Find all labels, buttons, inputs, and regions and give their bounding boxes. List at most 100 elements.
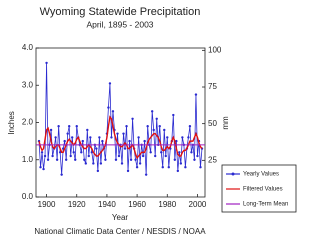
data-point	[172, 113, 175, 117]
data-point	[184, 166, 187, 169]
data-point	[72, 151, 75, 154]
y-axis-label: Inches	[7, 111, 16, 135]
data-point	[179, 162, 183, 165]
x-tick-label: 1980	[158, 200, 176, 209]
data-point	[134, 158, 137, 161]
data-point	[80, 151, 83, 154]
data-point	[187, 136, 190, 139]
data-point	[155, 117, 158, 120]
data-point	[111, 110, 115, 113]
y2-tick-label: 25	[208, 155, 217, 164]
data-point	[39, 166, 42, 169]
data-point	[43, 154, 47, 158]
series-line	[38, 62, 203, 175]
data-point	[99, 162, 103, 165]
x-axis-label: Year	[112, 213, 129, 222]
data-point	[86, 128, 89, 132]
data-point	[167, 166, 170, 169]
data-point	[67, 125, 71, 128]
data-point	[178, 151, 181, 154]
data-point	[138, 162, 142, 165]
data-point	[129, 158, 133, 161]
data-point	[54, 136, 57, 139]
data-point	[122, 132, 125, 135]
data-point	[181, 136, 184, 139]
y-tick-label: 2.0	[22, 118, 34, 127]
legend-marker	[231, 172, 235, 176]
data-point	[166, 136, 169, 139]
data-point	[69, 154, 72, 158]
data-point	[152, 128, 155, 132]
legend-label: Filtered Values	[243, 187, 283, 193]
data-point	[46, 158, 50, 161]
data-point	[188, 125, 192, 128]
data-point	[66, 132, 69, 135]
data-point	[176, 169, 180, 173]
y-tick-label: 3.0	[22, 80, 34, 89]
chart-title: Wyoming Statewide Precipitation	[40, 6, 201, 18]
y2-tick-label: 50	[208, 119, 217, 128]
data-point	[175, 139, 178, 143]
data-point	[98, 136, 101, 139]
data-point	[173, 158, 177, 161]
data-point	[126, 169, 130, 173]
data-point	[114, 158, 118, 161]
data-point	[64, 158, 68, 161]
data-point	[110, 136, 113, 139]
data-point	[87, 154, 91, 158]
data-point	[131, 117, 134, 120]
data-point	[95, 147, 98, 150]
data-point	[51, 154, 54, 158]
data-point	[160, 151, 163, 154]
data-point	[96, 169, 100, 173]
data-point	[108, 82, 112, 85]
data-point	[74, 158, 77, 161]
data-point	[116, 132, 119, 135]
data-point	[196, 154, 199, 158]
x-tick-label: 1960	[128, 200, 146, 209]
data-point	[146, 125, 149, 128]
data-point	[55, 158, 59, 161]
footer: National Climatic Data Center / NESDIS /…	[34, 227, 206, 236]
data-point	[150, 110, 154, 113]
data-point	[81, 139, 84, 143]
chart: Wyoming Statewide Precipitation April, 1…	[7, 6, 297, 236]
data-point	[149, 151, 152, 154]
data-point	[92, 162, 95, 165]
data-point	[135, 166, 139, 169]
data-point	[190, 151, 193, 154]
x-tick-label: 1940	[98, 200, 116, 209]
data-point	[141, 154, 145, 158]
data-point	[104, 158, 107, 161]
x-tick-label: 1920	[68, 200, 86, 209]
data-point	[199, 166, 202, 169]
data-point	[128, 139, 131, 143]
data-point	[123, 147, 127, 150]
data-point	[164, 154, 167, 158]
data-point	[117, 154, 121, 158]
data-point	[194, 93, 198, 96]
data-point	[63, 139, 66, 143]
legend-label: Yearly Values	[243, 172, 279, 178]
data-point	[49, 128, 53, 132]
data-point	[161, 166, 164, 169]
data-point	[83, 158, 86, 161]
chart-subtitle: April, 1895 - 2003	[86, 19, 153, 29]
data-point	[40, 151, 44, 154]
data-point	[89, 136, 92, 139]
legend-label: Long-Term Mean	[243, 202, 288, 208]
data-point	[60, 173, 63, 176]
data-point	[101, 139, 104, 143]
x-tick-label: 2000	[189, 200, 207, 209]
y-tick-label: 1.0	[22, 155, 34, 164]
y2-axis-label: mm	[221, 116, 230, 130]
data-point	[107, 106, 110, 109]
data-point	[120, 162, 124, 165]
data-point	[158, 125, 161, 128]
data-point	[75, 125, 78, 128]
y-tick-label: 4.0	[22, 43, 34, 52]
y2-tick-label: 100	[208, 45, 222, 54]
y-tick-label: 0.0	[22, 192, 34, 201]
data-point	[42, 167, 45, 171]
y2-tick-label: 75	[208, 82, 217, 91]
